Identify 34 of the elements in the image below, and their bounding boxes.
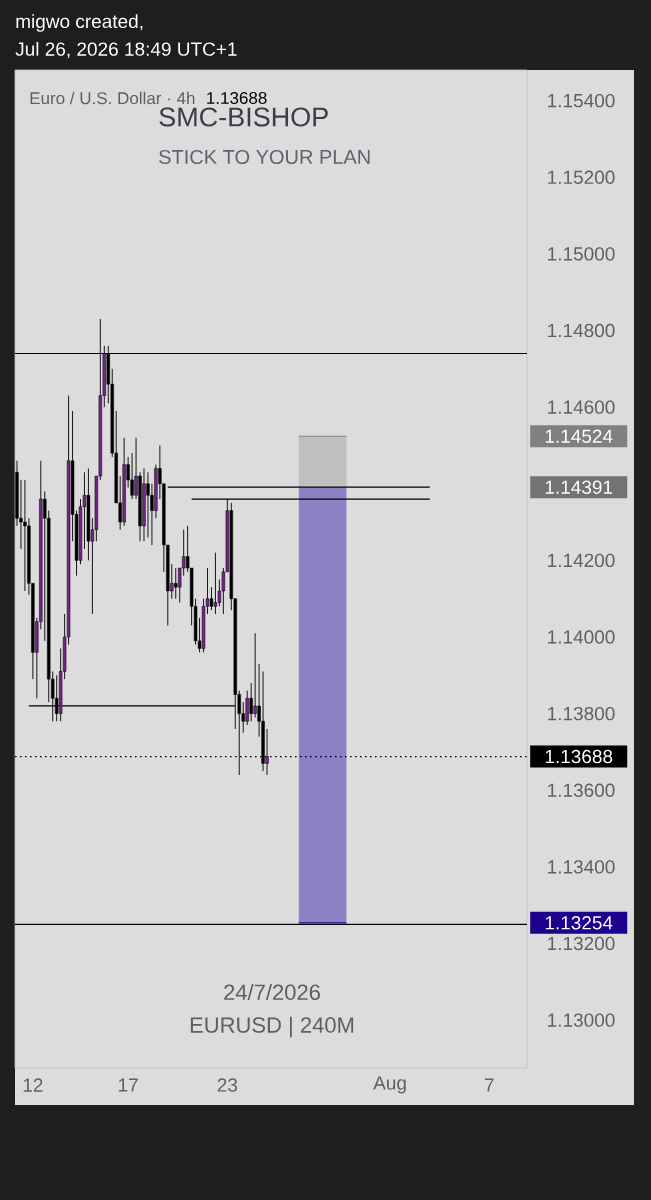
y-tick-label: 1.15000	[548, 247, 615, 261]
annotation: EURUSD | 240M	[190, 1016, 354, 1038]
y-tick-label: 1.13600	[548, 783, 615, 797]
candlestick	[253, 632, 257, 718]
y-tick-label: 1.14800	[548, 323, 615, 338]
annotation: 1.13688	[207, 91, 267, 105]
annotation: 24/7/2026	[224, 983, 320, 1001]
y-tick-label: 1.14000	[548, 630, 615, 644]
y-tick-label: 1.13254	[545, 916, 613, 930]
x-tick-label: 12	[23, 1078, 43, 1092]
y-tick-label: 1.13200	[548, 936, 615, 951]
text: migwo created,	[16, 14, 143, 32]
y-tick-label: 1.13800	[548, 706, 615, 721]
candlestick	[23, 479, 27, 592]
candlestick	[174, 567, 178, 600]
x-tick-label: Aug	[373, 1076, 406, 1094]
text: SMC-BISHOP	[159, 107, 328, 127]
y-tick-label: 1.15200	[548, 170, 615, 184]
y-tick-label: 1.14200	[548, 553, 615, 568]
ref-line-label: 1.13688	[545, 749, 613, 764]
text: Jul 26, 2026 18:49 UTC+1	[15, 41, 237, 59]
y-tick-label: 1.13000	[548, 1013, 615, 1027]
x-tick-label: 23	[217, 1078, 238, 1092]
candlestick	[213, 552, 218, 615]
y-tick-label: 1.14391	[545, 480, 613, 494]
candlestick	[130, 452, 134, 500]
y-tick-label: 1.14600	[548, 400, 615, 414]
x-tick-label: 7	[484, 1078, 494, 1092]
y-tick-label: 1.13400	[548, 860, 615, 874]
x-tick-label: 17	[118, 1078, 138, 1092]
y-tick-label: 1.14524	[545, 429, 613, 443]
y-tick-label: 1.15400	[548, 93, 615, 108]
annotation: Euro / U.S. Dollar · 4h	[30, 91, 195, 105]
text: STICK TO YOUR PLAN	[159, 149, 370, 165]
